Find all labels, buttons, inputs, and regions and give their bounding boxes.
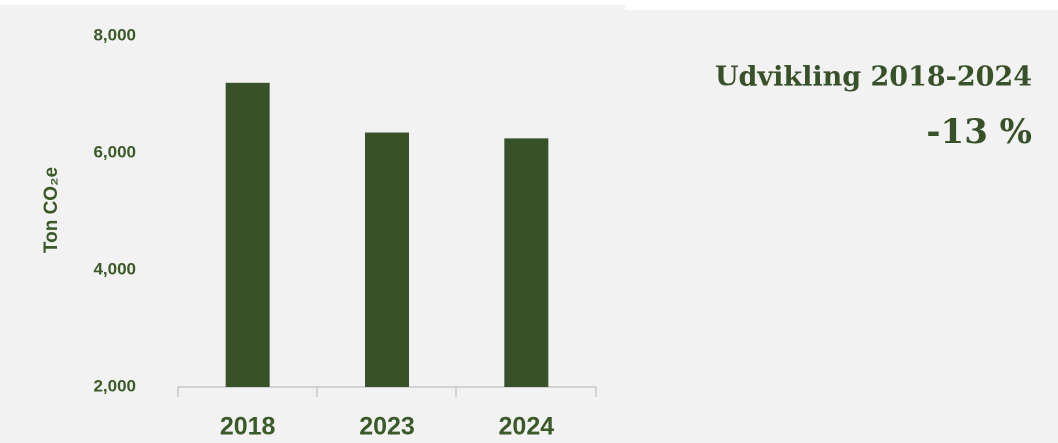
y-tick-label: 6,000 (93, 142, 136, 161)
y-tick-label: 4,000 (93, 259, 136, 278)
x-tick-label: 2024 (499, 413, 555, 441)
annotation-title: Udvikling 2018-2024 (715, 62, 1032, 93)
y-tick-label: 2,000 (93, 376, 136, 395)
x-tick-label: 2023 (359, 413, 415, 441)
bar (504, 138, 549, 387)
annotation-value: -13 % (926, 112, 1032, 152)
x-axis (177, 386, 597, 397)
x-tick-label: 2018 (220, 413, 276, 441)
top-strip (625, 0, 1058, 10)
bar (225, 82, 270, 388)
bar (365, 132, 409, 387)
y-tick-label: 8,000 (93, 25, 136, 44)
top-strip (0, 0, 625, 5)
y-axis-label: Ton CO₂e (41, 167, 62, 253)
